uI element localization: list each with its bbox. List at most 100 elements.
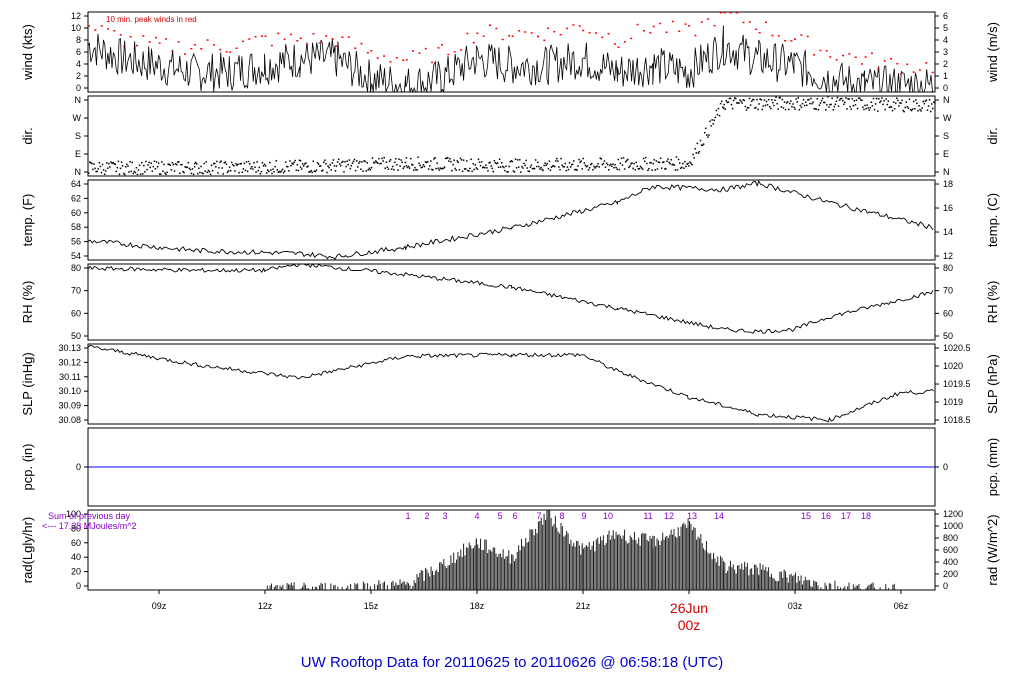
direction-point — [899, 102, 901, 104]
direction-point — [469, 167, 471, 170]
direction-point — [795, 98, 797, 100]
direction-point — [579, 161, 581, 163]
direction-point — [545, 164, 547, 166]
direction-point — [474, 164, 477, 166]
direction-point — [593, 165, 595, 168]
peak-wind-mark — [765, 21, 768, 24]
direction-point — [443, 166, 446, 168]
left-axis-label: SLP (inHg) — [20, 352, 35, 415]
direction-point — [605, 162, 608, 165]
direction-point — [600, 158, 603, 160]
direction-point — [226, 171, 229, 174]
direction-point — [668, 161, 670, 164]
peak-wind-mark — [136, 44, 139, 47]
direction-point — [244, 169, 247, 172]
direction-point — [445, 157, 448, 159]
direction-point — [264, 165, 267, 167]
direction-point — [766, 104, 769, 106]
direction-point — [466, 160, 468, 162]
direction-point — [611, 165, 613, 168]
direction-point — [639, 165, 642, 168]
direction-point — [556, 157, 558, 160]
direction-point — [910, 109, 913, 112]
direction-point — [807, 99, 809, 101]
direction-point — [547, 167, 550, 170]
direction-point — [458, 168, 461, 171]
direction-point — [848, 98, 850, 100]
direction-point — [507, 171, 509, 173]
direction-point — [363, 160, 365, 162]
direction-point — [851, 98, 854, 100]
direction-point — [780, 106, 783, 108]
direction-point — [424, 161, 427, 163]
peak-wind-mark — [376, 57, 379, 59]
direction-point — [370, 166, 373, 169]
hour-label: 1 — [405, 511, 410, 521]
direction-point — [473, 168, 475, 171]
direction-point — [748, 97, 751, 100]
direction-point — [186, 166, 188, 168]
direction-point — [273, 171, 275, 173]
direction-point — [533, 167, 536, 170]
direction-point — [441, 167, 444, 170]
right-tick-label: 1 — [943, 71, 948, 81]
left-tick-label: 4 — [76, 59, 81, 69]
direction-point — [606, 163, 609, 166]
direction-point — [612, 163, 614, 165]
right-axis-label: pcp. (mm) — [985, 438, 1000, 497]
peak-wind-mark — [171, 50, 174, 53]
direction-point — [419, 164, 421, 167]
direction-point — [640, 167, 643, 169]
direction-point — [235, 163, 237, 165]
direction-point — [838, 99, 841, 101]
direction-point — [127, 165, 129, 167]
direction-point — [326, 171, 328, 174]
direction-point — [671, 163, 674, 166]
direction-point — [613, 166, 615, 169]
direction-point — [558, 166, 560, 168]
direction-point — [438, 169, 441, 171]
direction-point — [488, 162, 490, 164]
peak-wind-mark — [200, 47, 203, 50]
direction-point — [673, 164, 676, 166]
right-tick-label: 1020.5 — [943, 343, 971, 353]
direction-point — [281, 168, 284, 171]
direction-point — [250, 167, 252, 170]
direction-point — [678, 162, 681, 164]
direction-point — [830, 103, 832, 106]
direction-point — [413, 169, 415, 171]
direction-point — [397, 169, 399, 171]
direction-point — [220, 160, 222, 162]
direction-point — [330, 169, 333, 171]
direction-point — [618, 168, 621, 171]
direction-point — [885, 98, 887, 100]
direction-point — [472, 162, 474, 165]
direction-point — [210, 164, 213, 167]
hour-label: 7 — [536, 511, 541, 521]
direction-point — [170, 169, 173, 171]
x-tick-label: 21z — [576, 601, 591, 611]
direction-point — [924, 100, 927, 102]
direction-point — [607, 169, 610, 171]
direction-point — [853, 100, 856, 102]
left-tick-label: 30.08 — [58, 415, 81, 425]
direction-point — [432, 169, 434, 171]
panel-frame — [87, 263, 936, 341]
direction-point — [369, 168, 372, 171]
direction-point — [811, 102, 813, 105]
direction-point — [730, 103, 733, 106]
direction-point — [360, 168, 362, 170]
peak-wind-mark — [119, 34, 122, 36]
peak-wind-mark — [777, 35, 780, 37]
direction-point — [663, 161, 665, 163]
direction-point — [484, 166, 486, 169]
direction-point — [914, 108, 916, 110]
right-axis-label: temp. (C) — [985, 193, 1000, 247]
direction-point — [139, 173, 142, 175]
direction-point — [610, 163, 612, 166]
peak-wind-mark — [588, 31, 591, 34]
peak-wind-mark — [659, 22, 662, 25]
direction-point — [407, 165, 410, 168]
direction-point — [575, 168, 577, 171]
direction-point — [402, 167, 405, 170]
